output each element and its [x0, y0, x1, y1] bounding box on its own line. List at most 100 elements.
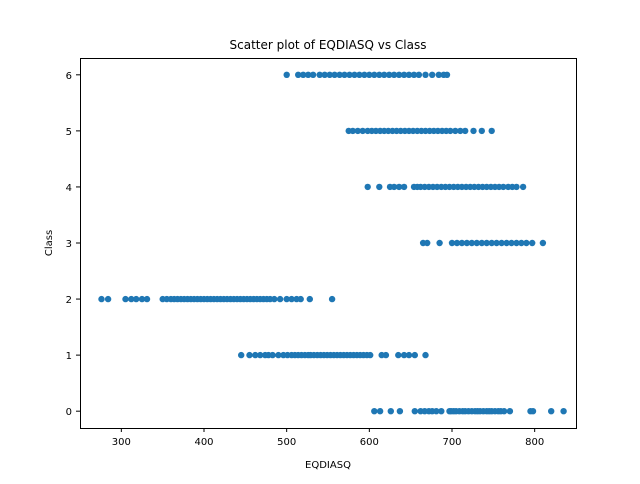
data-point [452, 127, 459, 135]
data-point [483, 239, 490, 247]
data-point [390, 71, 398, 79]
data-point [346, 71, 353, 79]
data-point [386, 71, 393, 79]
x-tick-label: 800 [525, 437, 544, 448]
data-point [529, 239, 536, 247]
data-point [271, 295, 278, 303]
data-point [395, 183, 403, 191]
data-point [508, 239, 515, 247]
data-point [341, 71, 348, 79]
data-point [283, 295, 290, 303]
data-point [457, 127, 464, 135]
y-tick-label: 5 [66, 127, 72, 138]
data-point [361, 71, 368, 79]
points-layer [98, 71, 567, 415]
data-point [468, 239, 475, 247]
data-point [493, 239, 500, 247]
data-point [436, 239, 443, 247]
data-point [356, 71, 363, 79]
data-point [316, 71, 323, 79]
y-tick-label: 4 [66, 183, 72, 194]
data-point [396, 408, 404, 415]
data-point [395, 351, 402, 359]
data-point [424, 239, 431, 247]
data-point [376, 183, 383, 191]
data-point [321, 71, 328, 79]
data-point [326, 71, 333, 79]
data-point [367, 351, 374, 359]
data-point [488, 239, 495, 247]
data-point [276, 295, 284, 303]
data-point [462, 127, 469, 135]
x-axis-label: EQDIASQ [305, 460, 351, 471]
data-point [143, 295, 151, 303]
data-point [122, 295, 129, 303]
data-point [387, 408, 394, 415]
data-point [382, 351, 390, 359]
data-point [448, 239, 456, 247]
data-point [390, 183, 398, 191]
data-point [529, 408, 537, 415]
data-point [295, 71, 302, 79]
data-point [429, 71, 436, 79]
data-point [366, 71, 373, 79]
data-point [246, 351, 253, 359]
data-point [422, 351, 429, 359]
y-tick-label: 1 [66, 351, 72, 362]
data-point [539, 239, 547, 247]
data-point [463, 239, 471, 247]
data-point [371, 71, 378, 79]
data-point [300, 71, 307, 79]
data-point [410, 71, 418, 79]
data-point [523, 239, 530, 247]
data-point [503, 239, 510, 247]
data-point [309, 71, 317, 79]
data-point [498, 239, 505, 247]
data-point [500, 408, 508, 415]
data-point [275, 351, 282, 359]
x-axis-ticks: 300 400 500 600 700 800 [112, 428, 544, 448]
data-point [411, 408, 418, 415]
data-point [560, 408, 567, 415]
data-point [138, 295, 146, 303]
data-point [548, 408, 555, 415]
data-point [371, 408, 378, 415]
data-point [381, 71, 388, 79]
data-point [405, 351, 413, 359]
data-point [400, 71, 408, 79]
y-tick-label: 2 [66, 295, 72, 306]
data-point [257, 351, 264, 359]
data-point [435, 71, 442, 79]
data-point [349, 127, 356, 135]
x-tick-label: 700 [442, 437, 461, 448]
data-point [433, 408, 440, 415]
data-point [354, 127, 361, 135]
data-point [443, 71, 451, 79]
data-point [305, 71, 312, 79]
data-point [458, 239, 466, 247]
data-point [453, 239, 461, 247]
data-point [331, 71, 338, 79]
data-point [133, 295, 140, 303]
data-point [359, 127, 366, 135]
data-point [478, 127, 485, 135]
y-tick-label: 0 [66, 407, 72, 418]
data-point [98, 295, 105, 303]
data-point [500, 183, 507, 191]
x-tick-label: 300 [112, 437, 131, 448]
data-point [447, 127, 454, 135]
data-point [283, 71, 290, 79]
data-point [288, 295, 295, 303]
data-point [470, 127, 477, 135]
data-point [297, 295, 304, 303]
plot-frame [80, 58, 577, 429]
data-point [473, 239, 480, 247]
data-point [269, 351, 276, 359]
data-point [328, 295, 336, 303]
data-point [400, 183, 408, 191]
data-point [376, 71, 383, 79]
x-tick-label: 400 [194, 437, 213, 448]
data-point [438, 408, 445, 415]
